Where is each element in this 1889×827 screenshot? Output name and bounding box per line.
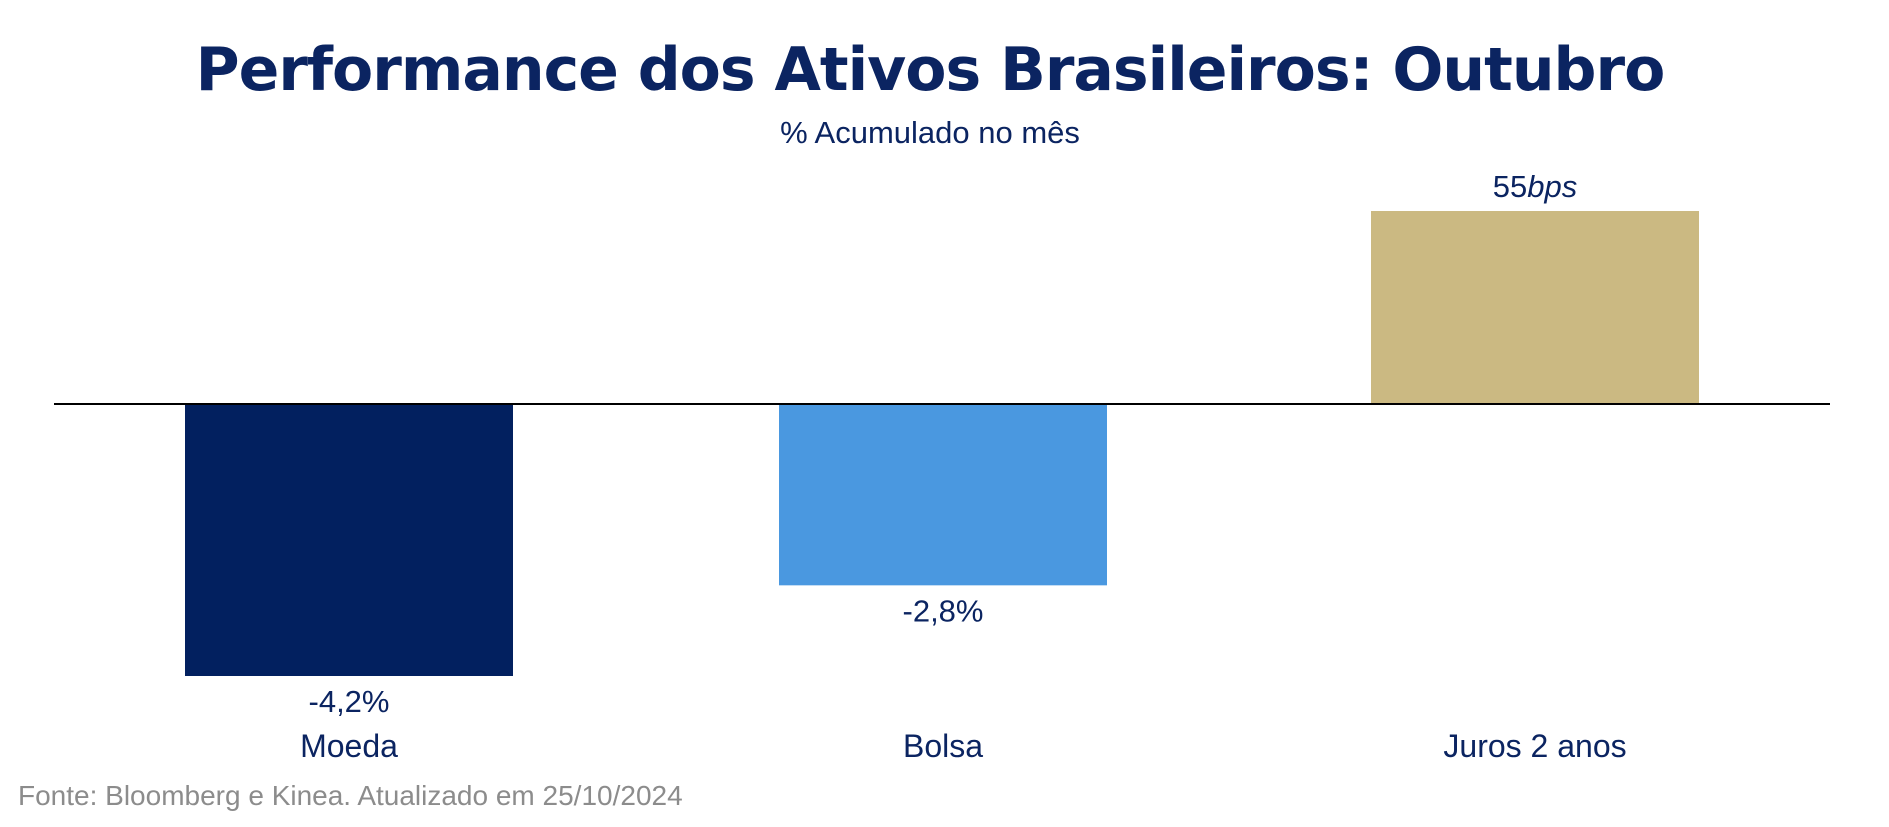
chart-subtitle: % Acumulado no mês (780, 115, 1080, 150)
data-label: -4,2% (309, 684, 390, 719)
category-label: Moeda (300, 728, 398, 764)
data-label: 55bps (1493, 169, 1577, 204)
chart-title: Performance dos Ativos Brasileiros: Outu… (195, 35, 1666, 105)
category-label: Bolsa (903, 728, 983, 764)
bar-juros-2-anos (1371, 211, 1699, 404)
bar-bolsa (779, 404, 1107, 586)
source-note: Fonte: Bloomberg e Kinea. Atualizado em … (18, 780, 683, 811)
labels-layer: -4,2% Moeda -2,8% Bolsa 55bps Juros 2 anos (300, 169, 1627, 764)
data-label: -2,8% (903, 593, 984, 628)
bars-layer (185, 211, 1699, 676)
bar-moeda (185, 404, 513, 676)
category-label: Juros 2 anos (1443, 728, 1626, 764)
